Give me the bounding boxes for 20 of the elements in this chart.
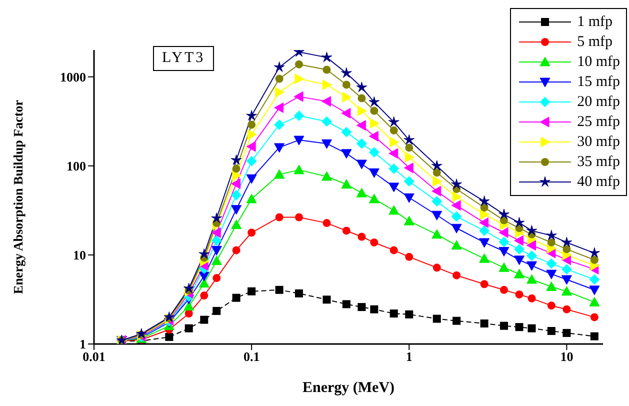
x-tick-label: 0.01: [82, 349, 106, 364]
legend-label: 1 mfp: [577, 14, 612, 30]
y-tick-label: 1: [80, 336, 86, 352]
legend-label: 20 mfp: [577, 94, 620, 110]
legend-label: 40 mfp: [577, 174, 620, 190]
legend-label: 35 mfp: [577, 154, 620, 170]
legend-label: 10 mfp: [577, 54, 620, 70]
y-tick-label: 100: [66, 158, 86, 174]
x-axis-title: Energy (MeV): [302, 380, 395, 396]
y-axis-title: Energy Absorption Buildup Factor: [10, 100, 26, 294]
legend-label: 15 mfp: [577, 74, 620, 90]
x-tick-label: 0.1: [243, 349, 260, 364]
y-tick-label: 10: [73, 248, 86, 263]
legend-label: 25 mfp: [577, 114, 620, 130]
legend-label: 30 mfp: [577, 134, 620, 150]
x-tick-label: 1: [406, 349, 412, 364]
annotation: LYT3: [153, 46, 214, 71]
legend-label: 5 mfp: [577, 34, 612, 50]
y-tick-label: 1000: [60, 69, 86, 84]
x-tick-label: 10: [560, 349, 574, 364]
